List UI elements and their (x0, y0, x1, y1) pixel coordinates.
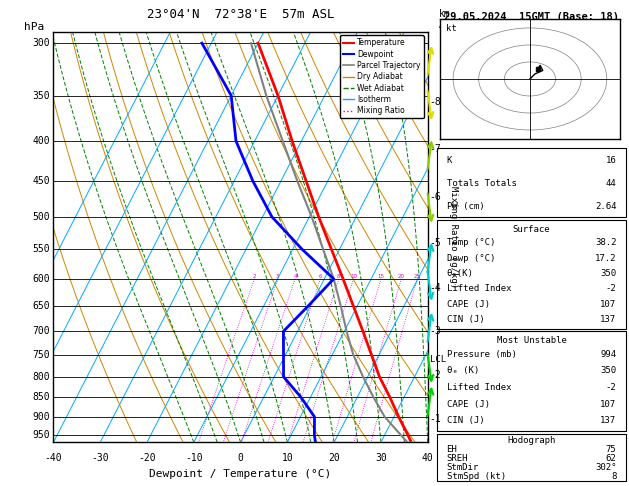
Text: -2: -2 (606, 284, 616, 293)
Text: 850: 850 (32, 392, 50, 402)
Text: Lifted Index: Lifted Index (447, 383, 511, 392)
Text: 950: 950 (32, 430, 50, 440)
Text: 994: 994 (600, 350, 616, 359)
Text: -2: -2 (606, 383, 616, 392)
Text: Lifted Index: Lifted Index (447, 284, 511, 293)
Text: Most Unstable: Most Unstable (496, 336, 567, 345)
Text: Dewp (°C): Dewp (°C) (447, 254, 495, 262)
Text: -30: -30 (91, 452, 109, 463)
Text: 350: 350 (600, 366, 616, 375)
Text: 137: 137 (600, 315, 616, 324)
Text: 650: 650 (32, 301, 50, 311)
Text: EH: EH (447, 445, 457, 454)
Text: -6: -6 (430, 192, 442, 202)
Text: kt: kt (446, 24, 457, 33)
Text: Totals Totals: Totals Totals (447, 179, 516, 188)
Text: Temp (°C): Temp (°C) (447, 238, 495, 247)
Text: 8: 8 (337, 274, 340, 279)
Text: 75: 75 (606, 445, 616, 454)
Text: 2.64: 2.64 (595, 202, 616, 211)
Text: -7: -7 (430, 144, 442, 155)
Text: SREH: SREH (447, 454, 468, 463)
Text: 15: 15 (377, 274, 384, 279)
Text: 16: 16 (606, 156, 616, 165)
Text: 20: 20 (328, 452, 340, 463)
Text: CIN (J): CIN (J) (447, 315, 484, 324)
Text: 550: 550 (32, 244, 50, 254)
Text: -5: -5 (430, 238, 442, 248)
Bar (437, 220, 626, 329)
Text: 500: 500 (32, 212, 50, 222)
Text: Hodograph: Hodograph (508, 436, 555, 445)
Text: 8: 8 (611, 472, 616, 481)
Text: 10: 10 (350, 274, 357, 279)
Text: 800: 800 (32, 372, 50, 382)
Text: 0: 0 (238, 452, 243, 463)
Text: CIN (J): CIN (J) (447, 417, 484, 425)
Text: 450: 450 (32, 176, 50, 186)
Text: StmDir: StmDir (447, 463, 479, 472)
Text: 23°04'N  72°38'E  57m ASL: 23°04'N 72°38'E 57m ASL (147, 8, 335, 21)
Text: 350: 350 (32, 90, 50, 101)
Text: θₑ (K): θₑ (K) (447, 366, 479, 375)
Text: -4: -4 (430, 283, 442, 293)
Text: PW (cm): PW (cm) (447, 202, 484, 211)
Text: -3: -3 (430, 326, 442, 336)
Text: θₑ(K): θₑ(K) (447, 269, 474, 278)
Text: 25: 25 (414, 274, 421, 279)
Text: Surface: Surface (513, 225, 550, 234)
Text: 400: 400 (32, 136, 50, 146)
Text: 10: 10 (282, 452, 293, 463)
Text: 30: 30 (375, 452, 387, 463)
Text: 6: 6 (318, 274, 322, 279)
Text: Dewpoint / Temperature (°C): Dewpoint / Temperature (°C) (150, 469, 331, 479)
Text: Mixing Ratio (g/kg): Mixing Ratio (g/kg) (449, 186, 459, 288)
Text: 17.2: 17.2 (595, 254, 616, 262)
Text: Pressure (mb): Pressure (mb) (447, 350, 516, 359)
Text: 38.2: 38.2 (595, 238, 616, 247)
Text: 107: 107 (600, 399, 616, 409)
Text: -40: -40 (45, 452, 62, 463)
Bar (437, 434, 626, 481)
Text: 900: 900 (32, 412, 50, 422)
Text: 3: 3 (276, 274, 279, 279)
Legend: Temperature, Dewpoint, Parcel Trajectory, Dry Adiabat, Wet Adiabat, Isotherm, Mi: Temperature, Dewpoint, Parcel Trajectory… (340, 35, 424, 118)
Text: -10: -10 (185, 452, 203, 463)
Text: km
ASL: km ASL (439, 9, 457, 30)
Text: 2: 2 (253, 274, 256, 279)
Text: -1: -1 (430, 415, 442, 424)
Text: -8: -8 (430, 97, 442, 107)
Text: 44: 44 (606, 179, 616, 188)
Text: 20: 20 (398, 274, 405, 279)
Text: 302°: 302° (595, 463, 616, 472)
Text: 700: 700 (32, 326, 50, 336)
Text: hPa: hPa (23, 21, 44, 32)
Text: 107: 107 (600, 299, 616, 309)
Text: CAPE (J): CAPE (J) (447, 399, 489, 409)
Bar (437, 148, 626, 217)
Text: 4: 4 (293, 274, 297, 279)
Text: CAPE (J): CAPE (J) (447, 299, 489, 309)
Text: 600: 600 (32, 274, 50, 284)
Text: -2: -2 (430, 369, 442, 380)
Bar (437, 331, 626, 431)
Text: 40: 40 (422, 452, 433, 463)
Text: 750: 750 (32, 350, 50, 360)
Text: -20: -20 (138, 452, 156, 463)
Text: LCL: LCL (430, 355, 446, 364)
Text: 300: 300 (32, 38, 50, 48)
Text: K: K (447, 156, 452, 165)
Text: 350: 350 (600, 269, 616, 278)
Text: StmSpd (kt): StmSpd (kt) (447, 472, 506, 481)
Text: 137: 137 (600, 417, 616, 425)
Text: 29.05.2024  15GMT (Base: 18): 29.05.2024 15GMT (Base: 18) (444, 12, 619, 22)
Text: 62: 62 (606, 454, 616, 463)
